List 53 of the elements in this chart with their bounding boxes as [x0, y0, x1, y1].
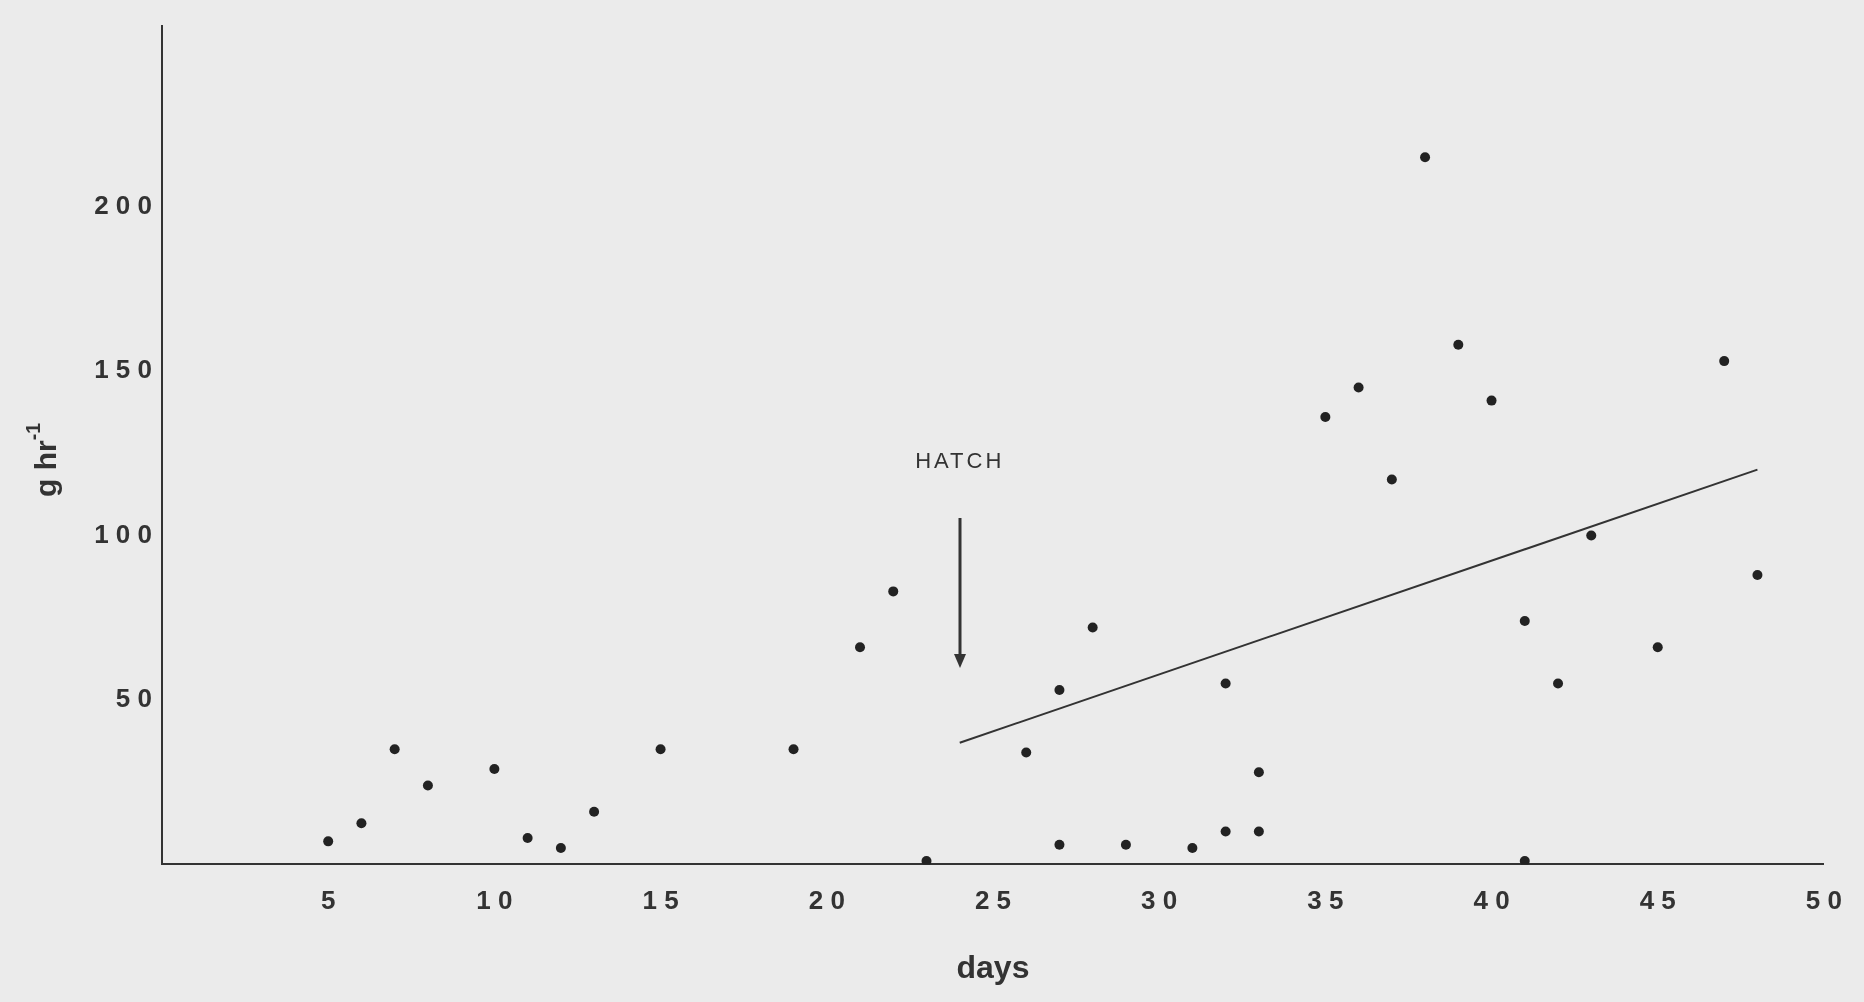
- point: [422, 780, 433, 791]
- x-tick-label: 5: [320, 885, 336, 916]
- point: [1087, 622, 1098, 633]
- x-tick-label: 2 0: [808, 885, 845, 916]
- point: [1553, 678, 1564, 689]
- point: [1187, 842, 1198, 853]
- annotation: HATCH: [915, 447, 1005, 473]
- point: [1752, 569, 1763, 580]
- x-tick-label: 4 0: [1473, 885, 1510, 916]
- point: [1220, 678, 1231, 689]
- point: [323, 836, 334, 847]
- point: [489, 764, 500, 775]
- point: [1453, 339, 1464, 350]
- point: [356, 818, 367, 829]
- point: [1486, 395, 1497, 406]
- x-tick-label: 5 0: [1805, 885, 1843, 916]
- point: [522, 833, 533, 844]
- y-axis-title: g hr-1: [21, 422, 63, 497]
- point: [1353, 382, 1364, 393]
- point: [1420, 152, 1431, 163]
- point: [1719, 356, 1730, 367]
- point: [1652, 642, 1663, 653]
- y-tick-label: 2 0 0: [94, 189, 152, 220]
- point: [555, 842, 566, 853]
- x-tick-label: 1 0: [476, 885, 513, 916]
- point: [855, 642, 866, 653]
- point: [788, 744, 799, 755]
- point: [389, 744, 400, 755]
- x-tick-label: 1 5: [642, 885, 679, 916]
- point: [888, 586, 899, 597]
- x-axis-title: days: [956, 948, 1030, 985]
- y-tick-label: 1 5 0: [94, 354, 152, 385]
- point: [589, 806, 600, 817]
- point: [1220, 826, 1231, 837]
- point: [1386, 474, 1397, 485]
- x-tick-label: 3 0: [1141, 885, 1178, 916]
- x-tick-label: 2 5: [974, 885, 1012, 916]
- point: [1320, 412, 1331, 423]
- y-tick-label: 5 0: [115, 683, 152, 714]
- point: [921, 856, 932, 865]
- point: [1054, 839, 1065, 850]
- y-tick-label: 1 0 0: [94, 518, 152, 549]
- point: [1054, 685, 1065, 696]
- point: [1519, 615, 1530, 626]
- point: [1021, 747, 1032, 758]
- point: [655, 744, 666, 755]
- point: [1586, 530, 1597, 541]
- point: [1253, 767, 1264, 778]
- point: [1519, 856, 1530, 865]
- point: [1253, 826, 1264, 837]
- x-tick-label: 4 5: [1639, 885, 1676, 916]
- x-tick-label: 3 5: [1307, 885, 1344, 916]
- point: [1120, 839, 1131, 850]
